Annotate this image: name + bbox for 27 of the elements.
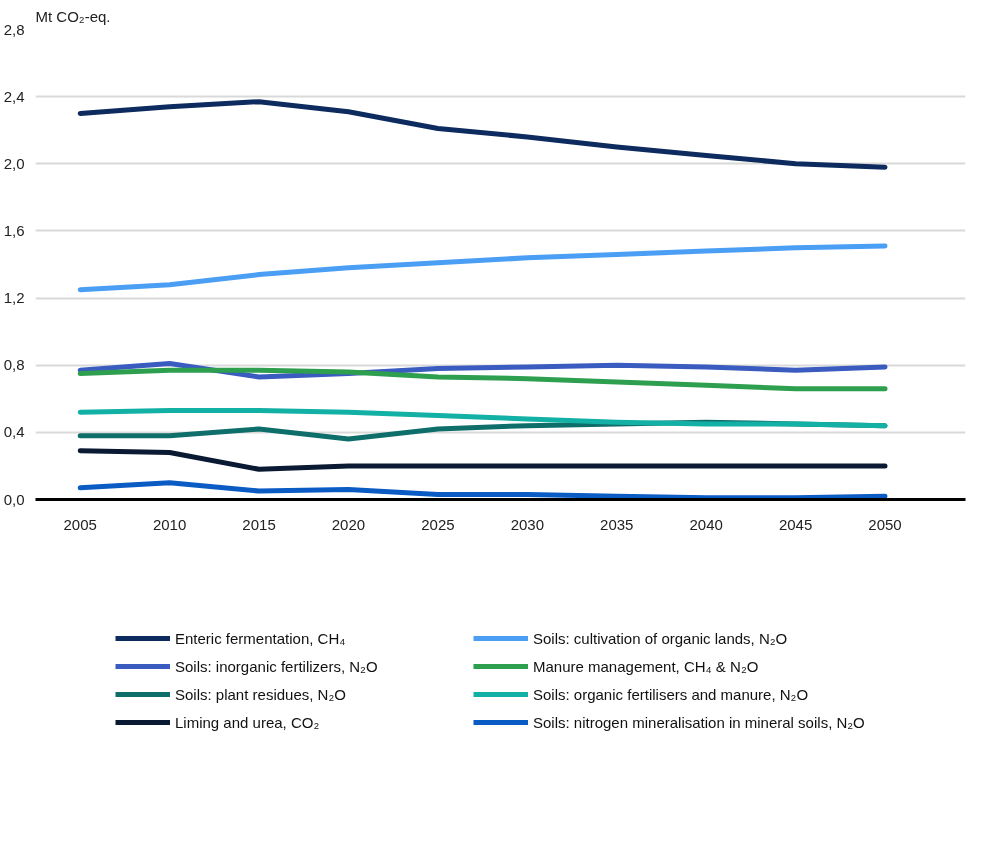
- x-tick-label: 2030: [510, 515, 545, 533]
- y-axis-title: Mt CO₂-eq.: [35, 7, 111, 25]
- x-tick-label: 2005: [63, 515, 97, 533]
- legend-label: Manure management, CH₄ & N₂O: [533, 657, 760, 675]
- y-tick-label: 1,2: [3, 289, 25, 307]
- legend-label: Soils: cultivation of organic lands, N₂O: [533, 629, 789, 647]
- legend-label: Liming and urea, CO₂: [175, 713, 321, 731]
- legend-label: Soils: nitrogen mineralisation in mineral soils, N₂O: [533, 713, 865, 731]
- x-tick-label: 2045: [778, 515, 813, 533]
- x-tick-label: 2050: [868, 515, 902, 533]
- y-tick-label: 2,0: [3, 154, 25, 172]
- x-tick-label: 2015: [242, 515, 276, 533]
- x-tick-label: 2025: [421, 515, 455, 533]
- legend-label: Soils: organic fertilisers and manure, N₂O: [533, 685, 810, 703]
- y-tick-label: 1,6: [3, 221, 25, 239]
- x-tick-label: 2035: [600, 515, 634, 533]
- legend-label: Enteric fermentation, CH₄: [175, 629, 347, 647]
- y-tick-label: 2,8: [3, 20, 25, 38]
- x-tick-label: 2040: [689, 515, 723, 533]
- y-tick-label: 0,4: [3, 423, 25, 441]
- legend-label: Soils: plant residues, N₂O: [175, 685, 347, 703]
- legend-label: Soils: inorganic fertilizers, N₂O: [175, 657, 379, 675]
- y-tick-label: 2,4: [3, 87, 25, 105]
- x-tick-label: 2020: [331, 515, 366, 533]
- y-tick-label: 0,0: [3, 490, 25, 508]
- y-tick-label: 0,8: [3, 356, 25, 374]
- x-tick-label: 2010: [152, 515, 187, 533]
